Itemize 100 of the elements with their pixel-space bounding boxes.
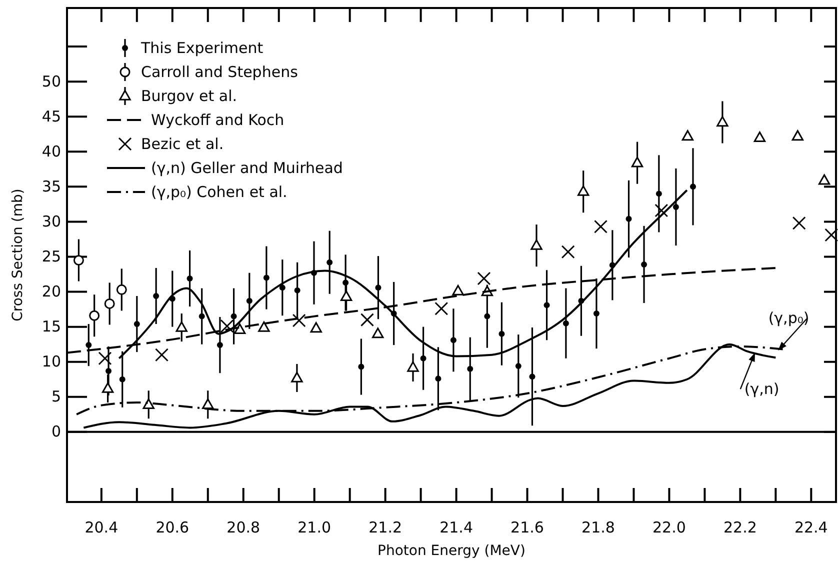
legend-label: Bezic et al. bbox=[141, 135, 224, 153]
point bbox=[310, 322, 322, 333]
point bbox=[477, 272, 491, 286]
point bbox=[544, 302, 550, 308]
point bbox=[626, 216, 632, 222]
x-tick-label: 21.4 bbox=[440, 518, 473, 537]
point bbox=[234, 323, 246, 334]
point bbox=[690, 184, 696, 190]
point bbox=[119, 376, 126, 382]
point bbox=[754, 131, 766, 142]
point bbox=[230, 313, 237, 320]
point bbox=[186, 275, 193, 282]
point bbox=[672, 204, 679, 210]
x-tick-label: 22.0 bbox=[652, 518, 686, 537]
point bbox=[155, 348, 168, 362]
y-tick-label: 5 bbox=[51, 388, 61, 406]
point bbox=[530, 239, 542, 250]
point bbox=[279, 284, 286, 291]
point bbox=[375, 284, 382, 291]
point bbox=[340, 290, 352, 302]
point bbox=[153, 292, 160, 299]
point bbox=[498, 330, 505, 337]
point bbox=[358, 364, 364, 370]
y-tick-label: 50 bbox=[42, 72, 61, 90]
point bbox=[263, 274, 270, 281]
point bbox=[102, 382, 114, 393]
x-tick-label: 20.4 bbox=[84, 518, 118, 537]
point bbox=[326, 259, 333, 266]
point bbox=[654, 204, 668, 218]
legend-label: Carroll and Stephens bbox=[141, 63, 298, 81]
point bbox=[594, 220, 608, 234]
point bbox=[360, 313, 374, 327]
point bbox=[561, 245, 575, 259]
point bbox=[142, 398, 154, 409]
annotation: (γ,p₀) bbox=[768, 309, 810, 328]
point bbox=[577, 185, 590, 196]
x-tick-label: 21.6 bbox=[510, 518, 544, 537]
point bbox=[258, 321, 270, 332]
point bbox=[407, 361, 419, 372]
point bbox=[73, 255, 84, 266]
point bbox=[792, 216, 806, 230]
y-tick-label: 15 bbox=[42, 318, 61, 336]
y-tick-label: 0 bbox=[51, 422, 61, 441]
x-tick-label: 20.6 bbox=[156, 518, 190, 537]
point bbox=[562, 320, 569, 326]
point bbox=[824, 228, 838, 242]
point bbox=[818, 174, 830, 185]
point bbox=[291, 372, 303, 382]
point bbox=[246, 298, 252, 304]
y-tick-label: 40 bbox=[42, 142, 61, 160]
point bbox=[452, 284, 464, 296]
y-tick-label: 10 bbox=[42, 352, 61, 371]
point bbox=[176, 321, 188, 332]
y-tick-label: 30 bbox=[42, 212, 61, 231]
point bbox=[641, 261, 648, 268]
legend-label: Burgov et al. bbox=[141, 87, 238, 105]
point bbox=[98, 352, 112, 366]
point bbox=[89, 310, 100, 321]
point bbox=[420, 355, 426, 362]
x-tick-label: 20.8 bbox=[226, 518, 260, 537]
point bbox=[792, 130, 804, 141]
point bbox=[372, 328, 384, 338]
x-tick-label: 21.0 bbox=[298, 518, 332, 537]
point bbox=[682, 130, 694, 141]
point bbox=[435, 376, 442, 382]
point bbox=[484, 313, 490, 320]
point bbox=[529, 374, 536, 380]
legend-label: Wyckoff and Koch bbox=[151, 111, 284, 129]
point bbox=[198, 313, 205, 320]
point bbox=[434, 302, 448, 316]
point bbox=[631, 156, 644, 168]
point bbox=[86, 342, 92, 348]
point bbox=[515, 363, 522, 370]
point bbox=[216, 342, 223, 348]
point bbox=[106, 368, 112, 374]
annotation: (γ,n) bbox=[744, 380, 780, 398]
x-axis-title: Photon Energy (MeV) bbox=[378, 543, 526, 559]
y-tick-label: 35 bbox=[42, 177, 61, 196]
y-tick-label: 20 bbox=[42, 282, 61, 301]
point bbox=[202, 398, 214, 409]
y-tick-label: 45 bbox=[42, 107, 61, 126]
y-axis-title: Cross Section (mb) bbox=[10, 188, 26, 322]
point bbox=[656, 190, 662, 197]
x-tick-label: 22.2 bbox=[723, 518, 757, 537]
point bbox=[450, 337, 456, 344]
legend-label: This Experiment bbox=[140, 39, 264, 57]
point bbox=[292, 314, 306, 328]
y-tick-label: 25 bbox=[42, 248, 61, 266]
x-tick-label: 21.2 bbox=[368, 518, 402, 537]
point bbox=[116, 284, 127, 295]
point bbox=[593, 310, 600, 317]
point bbox=[467, 366, 474, 372]
x-tick-label: 22.4 bbox=[794, 518, 828, 537]
point bbox=[716, 116, 728, 127]
point bbox=[134, 321, 140, 328]
point bbox=[104, 298, 115, 309]
legend-label: (γ,p₀) Cohen et al. bbox=[151, 183, 288, 201]
x-tick-label: 21.8 bbox=[582, 518, 615, 537]
legend-label: (γ,n) Geller and Muirhead bbox=[151, 159, 343, 177]
point bbox=[294, 287, 300, 294]
